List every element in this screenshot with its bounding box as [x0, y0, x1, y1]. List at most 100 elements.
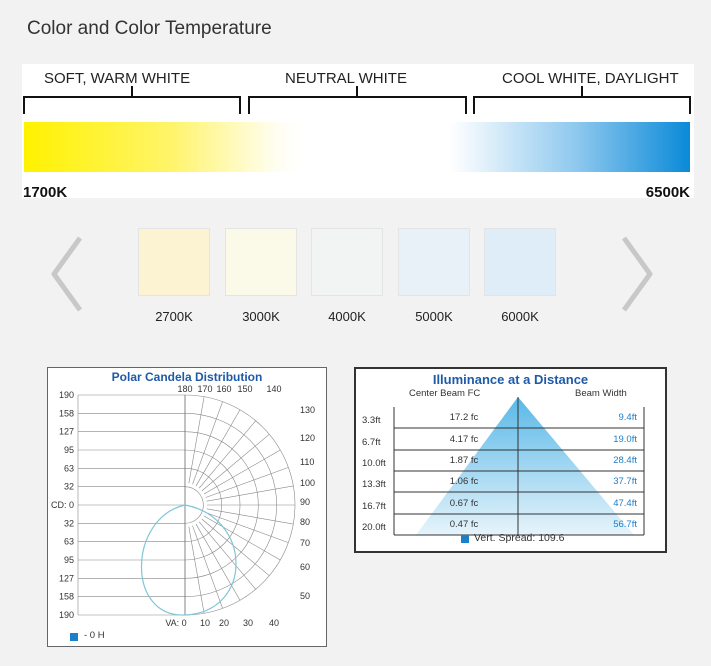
angle-tick-label: 100 [300, 478, 315, 488]
angle-tick-label: 160 [216, 384, 231, 394]
angle-tick-label: 90 [300, 497, 310, 507]
grid-radial [188, 396, 205, 484]
polar-candela-chart: Polar Candela Distribution 190 158 127 95 63… [47, 367, 327, 647]
grid-radial [188, 526, 205, 614]
range-label-warm: SOFT, WARM WHITE [44, 70, 191, 87]
angle-tick-label: 150 [237, 384, 252, 394]
range-label-neutral: NEUTRAL WHITE [285, 70, 407, 87]
max-temp-label: 6500K [645, 184, 690, 201]
candela-curve [141, 504, 237, 616]
grid-radial [198, 420, 256, 489]
cd-tick-label: 63 [64, 463, 74, 473]
angle-tick-label: VA: 0 [165, 618, 186, 628]
grid-radial [203, 515, 281, 561]
color-swatch[interactable] [484, 228, 556, 296]
min-temp-label: 1700K [23, 184, 68, 201]
center-beam-value: 4.17 fc [449, 434, 479, 445]
swatch-label: 6000K [501, 309, 539, 324]
range-label-cool: COOL WHITE, DAYLIGHT [502, 70, 679, 87]
chevron-left-icon[interactable] [48, 234, 84, 314]
grid-radial [195, 409, 241, 487]
cd-tick-label: 32 [64, 518, 74, 528]
cd-tick-label: 63 [64, 537, 74, 547]
grid-radial [201, 434, 270, 492]
angle-tick-label: 180 [177, 384, 192, 394]
grid-radial [203, 449, 281, 495]
beam-width-value: 9.4ft [618, 412, 638, 423]
cd-tick-label: 32 [64, 482, 74, 492]
center-beam-value: 1.87 fc [449, 455, 479, 466]
angle-tick-label: 10 [200, 618, 210, 628]
polar-chart-title: Polar Candela Distribution [111, 370, 263, 384]
beam-width-value: 28.4ft [613, 455, 637, 466]
chevron-right-icon[interactable] [620, 234, 656, 314]
center-beam-value: 1.06 fc [449, 476, 479, 487]
angle-tick-label: 30 [243, 618, 253, 628]
cd-tick-label: 190 [59, 390, 74, 400]
distance-label: 20.0ft [362, 522, 386, 533]
swatch-label: 4000K [328, 309, 366, 324]
beam-width-value: 47.4ft [613, 498, 637, 509]
beam-width-header: Beam Width [575, 388, 627, 399]
cd-tick-label: 127 [59, 573, 74, 583]
illuminance-chart: Illuminance at a Distance Center Beam FC… [354, 367, 667, 553]
illuminance-title: Illuminance at a Distance [432, 372, 589, 387]
distance-label: 10.0ft [362, 458, 386, 469]
color-temperature-scale: SOFT, WARM WHITE NEUTRAL WHITE COOL WHIT… [22, 64, 694, 201]
grid-radial [206, 485, 294, 502]
angle-tick-label: 170 [197, 384, 212, 394]
center-beam-value: 0.47 fc [449, 519, 479, 530]
distance-label: 3.3ft [362, 415, 381, 426]
color-swatch[interactable] [225, 228, 297, 296]
angle-tick-label: 140 [266, 384, 281, 394]
cd-tick-label: 95 [64, 445, 74, 455]
polar-legend-label: - 0 H [84, 630, 105, 641]
beam-cone [416, 397, 634, 535]
angle-tick-label: 50 [300, 591, 310, 601]
color-swatch[interactable] [138, 228, 210, 296]
center-beam-header: Center Beam FC [409, 388, 481, 399]
center-beam-value: 17.2 fc [449, 412, 479, 423]
temperature-gradient-bar [24, 122, 690, 172]
angle-tick-label: 80 [300, 517, 310, 527]
cd-tick-label: 95 [64, 555, 74, 565]
angle-tick-label: 120 [300, 433, 315, 443]
color-swatch[interactable] [398, 228, 470, 296]
color-swatch[interactable] [311, 228, 383, 296]
grid-arc [184, 486, 204, 524]
grid-radial [205, 467, 289, 498]
angle-tick-label: 60 [300, 562, 310, 572]
distance-label: 13.3ft [362, 479, 386, 490]
grid-radial [205, 512, 289, 543]
illuminance-plot [393, 397, 645, 536]
beam-width-value: 19.0ft [613, 434, 637, 445]
angle-tick-label: 40 [269, 618, 279, 628]
grid-radial [206, 508, 294, 525]
grid-radial [192, 401, 223, 485]
beam-width-value: 56.7ft [613, 519, 637, 530]
angle-tick-label: 110 [300, 457, 314, 467]
beam-width-value: 37.7ft [613, 476, 637, 487]
cd-tick-label: 158 [59, 592, 74, 602]
swatch-label: 2700K [155, 309, 193, 324]
grid-radial [198, 521, 256, 590]
cd-tick-label: CD: 0 [51, 500, 74, 510]
cd-tick-label: 190 [59, 610, 74, 620]
distance-label: 6.7ft [362, 437, 381, 448]
angle-tick-label: 130 [300, 405, 315, 415]
angle-tick-label: 70 [300, 538, 310, 548]
center-beam-value: 0.67 fc [449, 498, 479, 509]
cd-tick-label: 127 [59, 427, 74, 437]
range-brackets [23, 86, 691, 114]
vert-spread-label: Vert. Spread: 109.6 [474, 532, 565, 544]
page-title: Color and Color Temperature [27, 18, 272, 39]
polar-chart-plot: 190 158 127 95 63 32 CD: 0 32 63 95 127 158 190 180 17… [51, 384, 315, 628]
grid-radial [195, 523, 241, 601]
angle-tick-label: 20 [219, 618, 229, 628]
swatch-label: 5000K [415, 309, 453, 324]
grid-radial [192, 525, 223, 609]
polar-legend-swatch [70, 633, 78, 641]
distance-label: 16.7ft [362, 501, 386, 512]
grid-radial [201, 518, 270, 576]
swatch-label: 3000K [242, 309, 280, 324]
